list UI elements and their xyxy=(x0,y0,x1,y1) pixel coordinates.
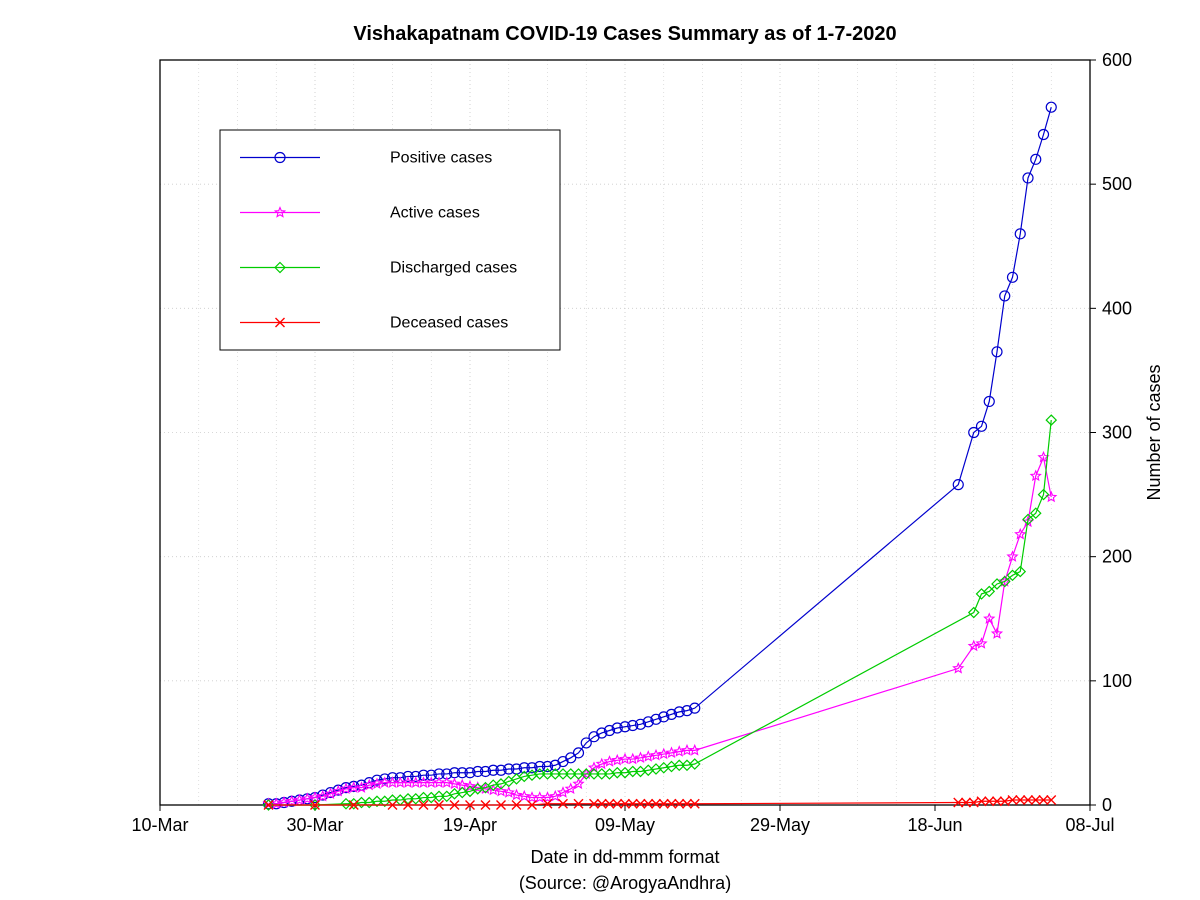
y-axis-label: Number of cases xyxy=(1144,364,1164,500)
chart-container: 10-Mar 30-Mar 19-Apr 09-May 29-May 18-Jun 08-J… xyxy=(0,0,1200,900)
x-tick-label: 08-Jul xyxy=(1065,815,1114,835)
y-tick-label: 500 xyxy=(1102,174,1132,194)
y-tick-label: 200 xyxy=(1102,547,1132,567)
x-tick-label: 19-Apr xyxy=(443,815,497,835)
x-tick-label: 30-Mar xyxy=(286,815,343,835)
legend-label: Positive cases xyxy=(390,150,492,167)
x-axis-sublabel: (Source: @ArogyaAndhra) xyxy=(519,873,731,893)
legend-label: Discharged cases xyxy=(390,260,517,277)
chart-svg: 10-Mar 30-Mar 19-Apr 09-May 29-May 18-Jun 08-J… xyxy=(0,0,1200,900)
legend-label: Active cases xyxy=(390,205,480,222)
chart-title: Vishakapatnam COVID-19 Cases Summary as … xyxy=(353,23,896,45)
y-tick-label: 0 xyxy=(1102,795,1112,815)
x-tick-label: 29-May xyxy=(750,815,810,835)
x-tick-label: 18-Jun xyxy=(907,815,962,835)
y-tick-label: 400 xyxy=(1102,298,1132,318)
x-tick-label: 10-Mar xyxy=(131,815,188,835)
y-tick-label: 600 xyxy=(1102,50,1132,70)
legend-label: Deceased cases xyxy=(390,315,508,332)
y-tick-label: 300 xyxy=(1102,423,1132,443)
y-tick-label: 100 xyxy=(1102,671,1132,691)
x-tick-label: 09-May xyxy=(595,815,655,835)
x-axis-label: Date in dd-mmm format xyxy=(530,847,719,867)
